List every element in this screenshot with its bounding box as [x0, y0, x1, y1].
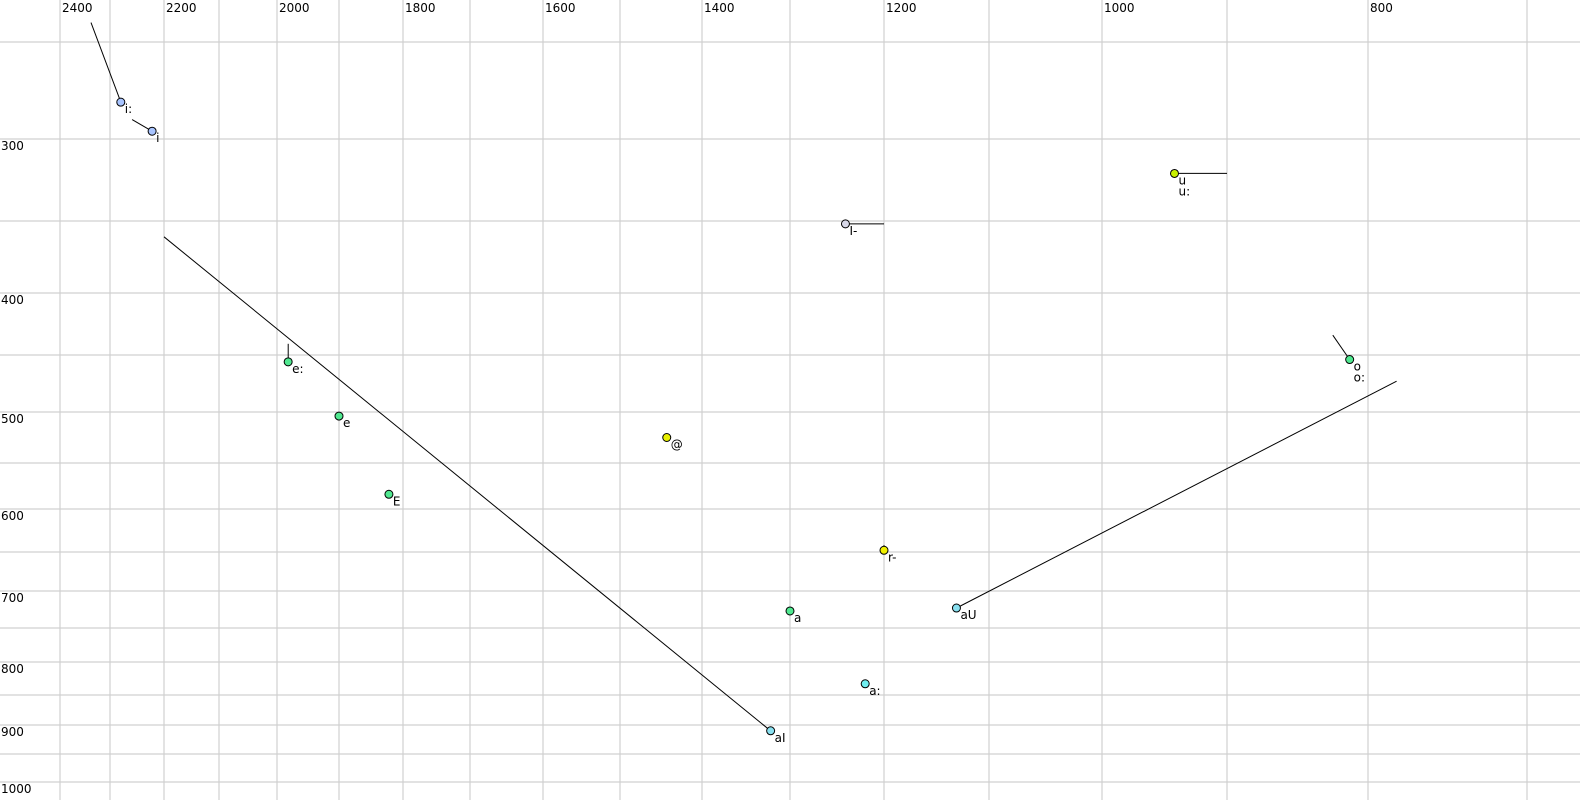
y-tick-label: 900 [1, 725, 24, 739]
x-tick-label: 2000 [279, 1, 310, 15]
vowel-label: i [156, 131, 159, 145]
vowel-point [785, 606, 795, 616]
vowel-label: u: [1179, 184, 1191, 198]
vowel-point [662, 433, 672, 442]
y-tick-label: 1000 [1, 782, 32, 796]
x-tick-label: 1600 [545, 1, 576, 15]
x-tick-label: 2200 [166, 1, 197, 15]
vowel-point [1170, 168, 1179, 178]
y-tick-label: 700 [1, 591, 24, 605]
vowel-label: E [393, 494, 401, 508]
data-points: i: i e: e E @ I-uu: oo: r-a aU a: aI [116, 97, 1365, 745]
y-tick-label: 400 [1, 293, 24, 307]
x-tick-label: 2400 [62, 1, 93, 15]
vowel-label: @ [671, 438, 683, 452]
vowel-point [147, 126, 157, 136]
vowel-label: o: [1354, 371, 1365, 385]
trajectory-line [90, 22, 122, 103]
vowel-label: a [794, 611, 801, 625]
vowel-point [879, 545, 889, 555]
y-tick-label: 600 [1, 509, 24, 523]
vowel-point [116, 97, 126, 107]
vowel-label: aU [960, 608, 976, 622]
trajectories [90, 22, 1397, 732]
vowel-label: I- [849, 224, 857, 238]
trajectory-line [956, 380, 1397, 609]
vowel-point [1345, 355, 1355, 365]
vowel-label: aI [775, 731, 786, 745]
vowel-point [766, 726, 776, 736]
tick-labels: 2400 2200 2000 1800 1600 1400 1200 1000 800 300 40… [1, 1, 1393, 796]
vowel-label: e [343, 416, 350, 430]
vowel-label: a: [869, 684, 880, 698]
x-tick-label: 1400 [704, 1, 735, 15]
x-tick-label: 1800 [405, 1, 436, 15]
vowel-point [840, 219, 850, 229]
y-tick-label: 500 [1, 412, 24, 426]
vowel-point [951, 603, 961, 613]
x-tick-label: 1200 [886, 1, 917, 15]
vowel-label: u [1179, 173, 1187, 187]
y-tick-label: 800 [1, 662, 24, 676]
vowel-label: o [1354, 360, 1361, 374]
x-tick-label: 800 [1370, 1, 1393, 15]
vowel-point [860, 679, 870, 689]
vowel-label: r- [888, 550, 897, 564]
vowel-point [384, 489, 394, 499]
vowel-point [334, 411, 344, 421]
vowel-point [283, 357, 293, 367]
x-tick-label: 1000 [1104, 1, 1135, 15]
trajectory-line [163, 236, 771, 732]
vowel-label: e: [292, 362, 303, 376]
vowel-label: i: [125, 102, 132, 116]
y-tick-label: 300 [1, 139, 24, 153]
trajectory-line [1332, 334, 1351, 360]
